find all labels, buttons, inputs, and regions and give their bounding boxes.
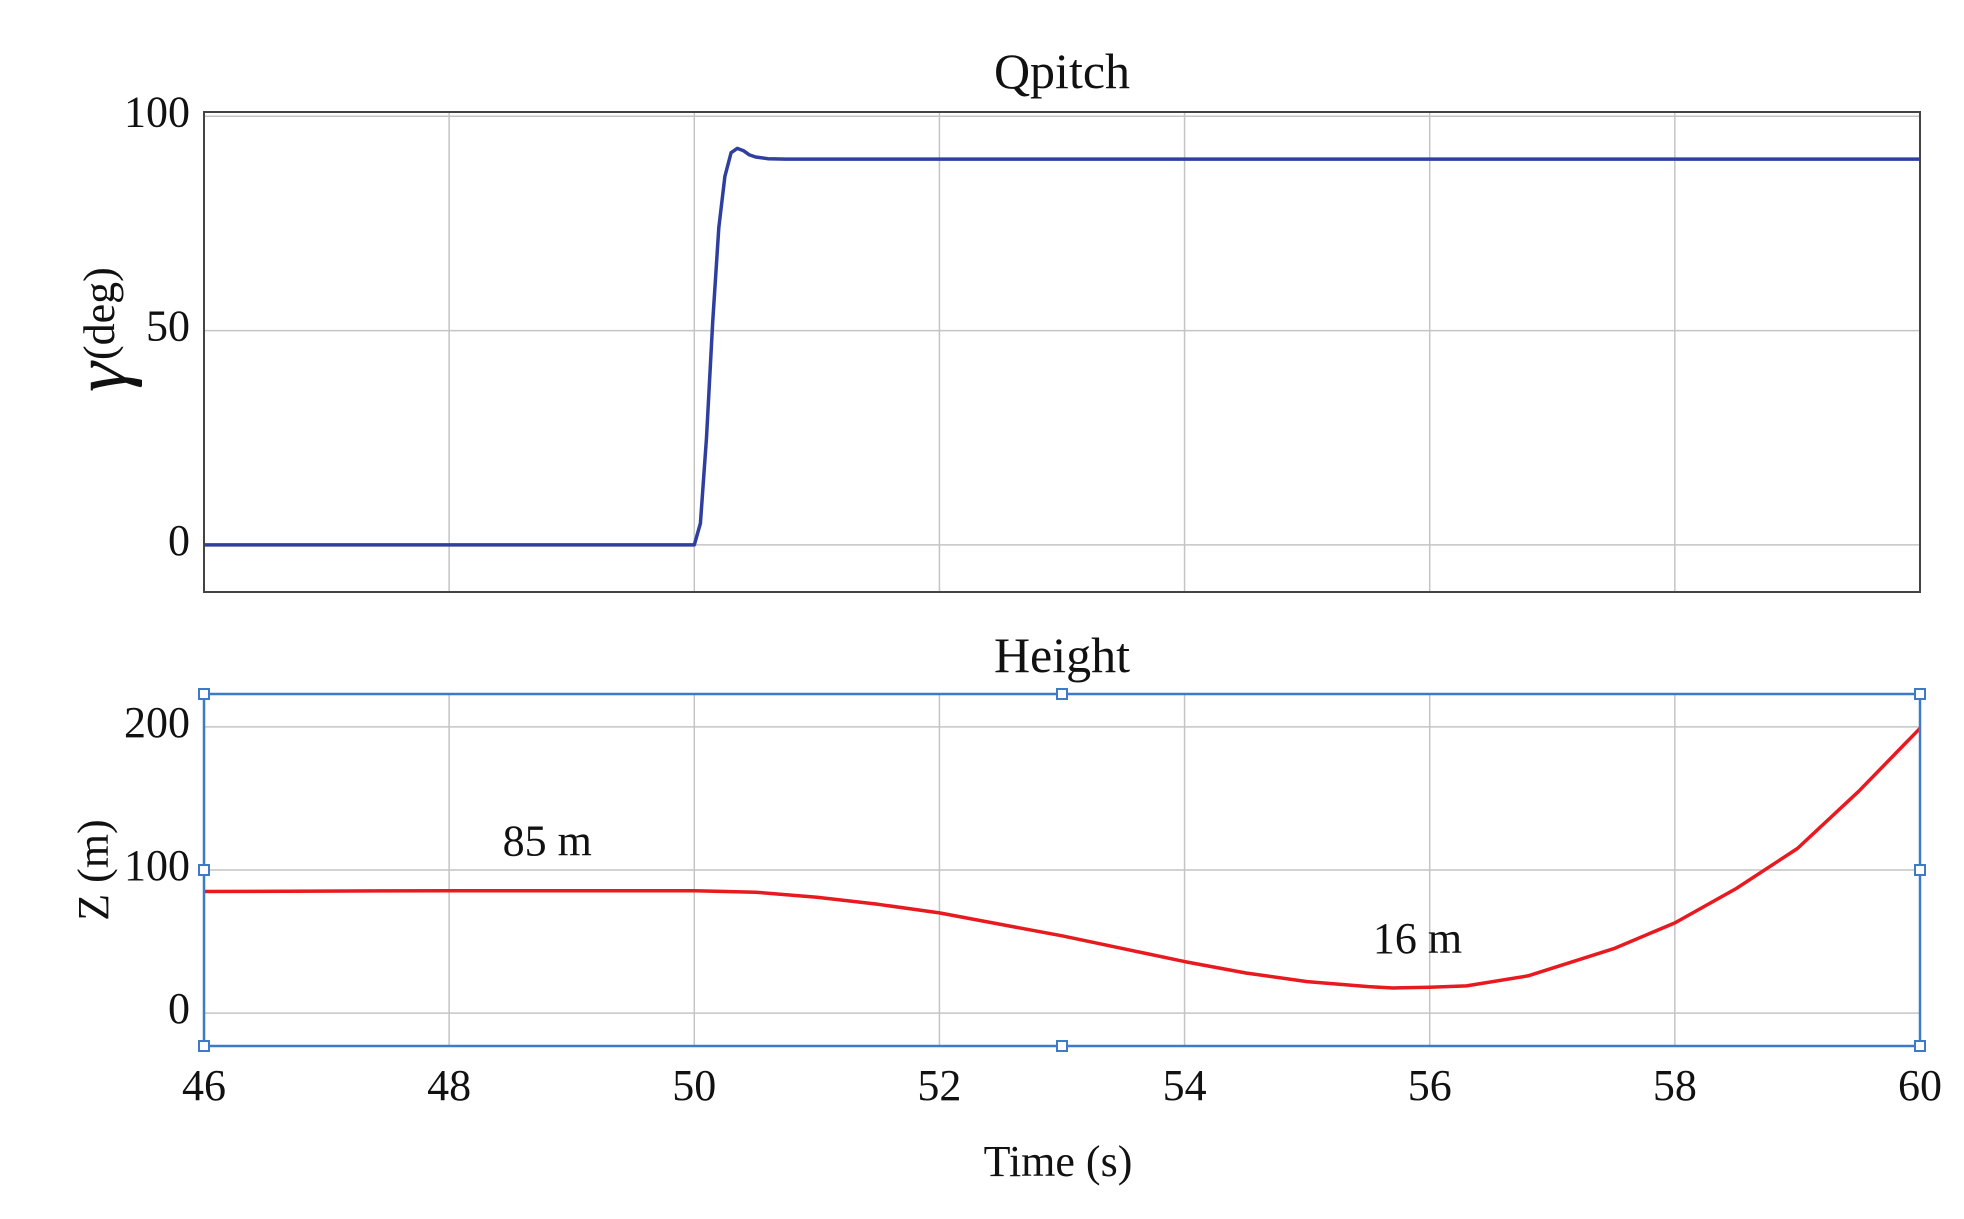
time-x-axis-label: Time (s) bbox=[984, 1137, 1133, 1186]
qpitch-y-axis-label: γ (deg) bbox=[58, 267, 142, 392]
qpitch-axes-box bbox=[203, 111, 1921, 593]
resize-handle[interactable] bbox=[198, 864, 210, 876]
resize-handle[interactable] bbox=[1914, 688, 1926, 700]
resize-handle[interactable] bbox=[1056, 1040, 1068, 1052]
qpitch-ylabel-unit: (deg) bbox=[75, 267, 124, 360]
height-y-tick-label: 200 bbox=[124, 698, 190, 747]
height-x-tick-label: 48 bbox=[427, 1061, 471, 1110]
qpitch-y-tick-label: 100 bbox=[124, 87, 190, 136]
height-y-tick-label: 100 bbox=[124, 841, 190, 890]
height-x-tick-label: 56 bbox=[1408, 1061, 1452, 1110]
qpitch-grid bbox=[203, 112, 1921, 592]
height-grid bbox=[203, 694, 1921, 1046]
height-panel: Height 0 100 200 46 48 50 52 54 56 58 60 85 m 16 m… bbox=[69, 627, 1942, 1186]
qpitch-ylabel-symbol: γ bbox=[58, 360, 142, 392]
height-x-tick-label: 50 bbox=[672, 1061, 716, 1110]
height-y-axis-label: Z (m) bbox=[69, 819, 118, 920]
resize-handle[interactable] bbox=[1914, 1040, 1926, 1052]
resize-handle[interactable] bbox=[198, 1040, 210, 1052]
resize-handle[interactable] bbox=[198, 688, 210, 700]
height-x-tick-label: 52 bbox=[917, 1061, 961, 1110]
qpitch-y-tick-label: 50 bbox=[146, 302, 190, 351]
height-x-tick-labels: 46 48 50 52 54 56 58 60 bbox=[182, 1061, 1942, 1110]
height-annotation-label: 16 m bbox=[1373, 914, 1462, 963]
height-series-line bbox=[203, 727, 1922, 990]
qpitch-y-tick-label: 0 bbox=[168, 516, 190, 565]
qpitch-panel: Qpitch 0 50 100 γ (deg) bbox=[58, 43, 1921, 593]
qpitch-plot-area bbox=[204, 112, 1920, 592]
height-y-tick-label: 0 bbox=[168, 984, 190, 1033]
height-title: Height bbox=[994, 627, 1130, 683]
height-annotations: 85 m 16 m bbox=[503, 817, 1462, 963]
qpitch-series-line bbox=[204, 146, 1920, 547]
height-selection-handles[interactable] bbox=[198, 688, 1926, 1052]
resize-handle[interactable] bbox=[1056, 688, 1068, 700]
qpitch-title: Qpitch bbox=[994, 43, 1130, 99]
height-x-tick-label: 58 bbox=[1653, 1061, 1697, 1110]
height-y-tick-labels: 0 100 200 bbox=[124, 698, 190, 1033]
height-annotation-label: 85 m bbox=[503, 817, 592, 866]
height-x-tick-label: 54 bbox=[1163, 1061, 1207, 1110]
resize-handle[interactable] bbox=[1914, 864, 1926, 876]
height-x-tick-label: 60 bbox=[1898, 1061, 1942, 1110]
qpitch-y-tick-labels: 0 50 100 bbox=[124, 87, 190, 565]
height-x-tick-label: 46 bbox=[182, 1061, 226, 1110]
